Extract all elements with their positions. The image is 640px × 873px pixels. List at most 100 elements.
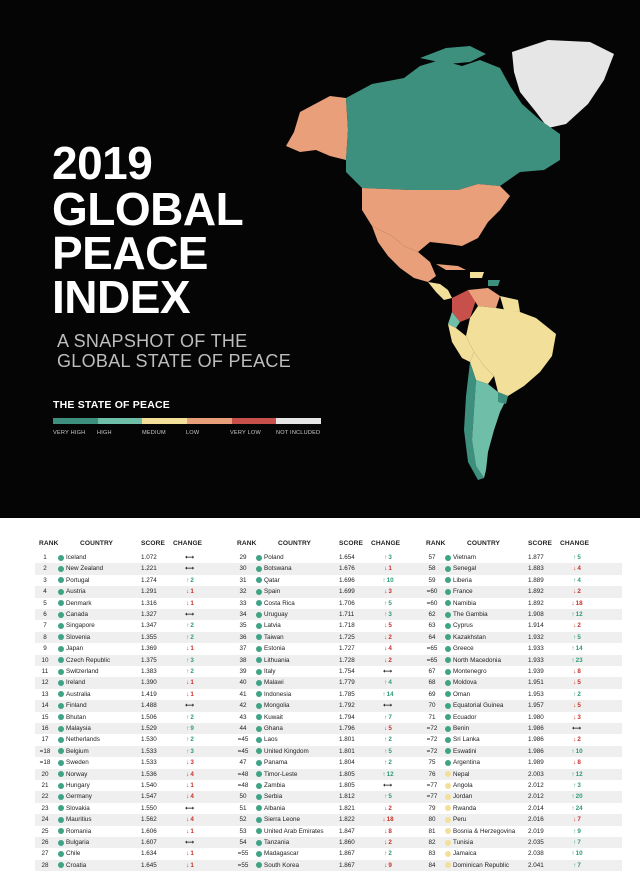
- peace-level-dot: [256, 828, 262, 835]
- row-rank: 37: [239, 645, 247, 653]
- peace-level-dot: [256, 691, 262, 698]
- map-peru: [448, 324, 474, 362]
- table-row: =65 Greece 1.933 ↑14: [422, 643, 622, 654]
- row-change: ↓8: [374, 828, 402, 835]
- table-row: 6 Canada 1.327 ⟷: [35, 609, 235, 621]
- table-row: =60 France 1.892 ↓2: [422, 586, 622, 598]
- row-rank: =72: [426, 736, 438, 744]
- change-amount: 5: [577, 702, 581, 710]
- arrow-up-icon: ↑: [384, 554, 388, 561]
- arrow-up-icon: ↑: [384, 736, 388, 744]
- row-score: 1.221: [141, 565, 157, 573]
- peace-level-dot: [58, 588, 64, 595]
- row-rank: 84: [428, 861, 436, 869]
- row-score: 1.540: [141, 782, 157, 789]
- change-amount: 2: [190, 736, 194, 744]
- table-row: 10 Czech Republic 1.375 ↑3: [35, 654, 235, 666]
- table-row: =72 Sri Lanka 1.986 ↓2: [422, 734, 622, 745]
- row-change: ↑3: [176, 748, 204, 755]
- table-row: 32 Spain 1.699 ↓3: [233, 586, 433, 598]
- table-row: 41 Indonesia 1.785 ↑14: [233, 689, 433, 700]
- arrow-up-icon: ↑: [186, 668, 190, 675]
- change-amount: 10: [575, 747, 583, 755]
- row-rank: 67: [428, 668, 436, 675]
- table-row: 40 Malawi 1.779 ↑4: [233, 677, 433, 689]
- row-score: 1.953: [528, 690, 544, 698]
- row-change: ⟷: [176, 611, 204, 618]
- row-rank: 12: [41, 679, 49, 687]
- row-country: Jamaica: [453, 850, 477, 858]
- map-usa: [362, 184, 510, 252]
- arrow-up-icon: ↑: [384, 850, 388, 858]
- arrow-down-icon: ↓: [384, 725, 388, 732]
- table-row: 81 Bosnia & Herzegovina 2.019 ↑9: [422, 826, 622, 837]
- row-country: Portugal: [66, 576, 90, 584]
- row-change: ↓4: [374, 645, 402, 652]
- peace-level-dot: [445, 577, 451, 584]
- change-amount: 5: [577, 554, 581, 561]
- map-brazil: [466, 306, 556, 396]
- row-change: ↓5: [563, 702, 591, 709]
- change-amount: 5: [577, 633, 581, 641]
- title-year: 2019: [52, 137, 153, 189]
- row-score: 2.041: [528, 861, 544, 869]
- peace-level-dot: [256, 862, 262, 869]
- arrow-up-icon: ↑: [573, 690, 577, 698]
- change-amount: 1: [190, 850, 194, 858]
- change-amount: 1: [190, 690, 194, 698]
- row-score: 1.711: [339, 611, 355, 618]
- row-country: Jordan: [453, 793, 473, 801]
- row-change: ↓8: [563, 759, 591, 766]
- peace-level-dot: [256, 725, 262, 732]
- table-row: 54 Tanzania 1.860 ↓2: [233, 837, 433, 849]
- row-score: 1.390: [141, 679, 157, 687]
- row-change: ↑7: [563, 862, 591, 869]
- arrow-left-right-icon: ⟷: [382, 668, 393, 675]
- arrow-up-icon: ↑: [571, 793, 575, 801]
- table-row: 38 Lithuania 1.728 ↓2: [233, 654, 433, 666]
- arrow-up-icon: ↑: [571, 611, 575, 618]
- change-amount: 14: [575, 645, 583, 653]
- row-country: Taiwan: [264, 633, 284, 641]
- change-amount: 9: [388, 861, 392, 869]
- row-change: ↑2: [176, 634, 204, 641]
- table-row: 31 Qatar 1.696 ↑10: [233, 575, 433, 586]
- row-rank: =65: [426, 645, 438, 653]
- change-amount: 7: [577, 839, 581, 846]
- row-change: ↓1: [176, 645, 204, 652]
- row-score: 1.883: [528, 565, 544, 573]
- table-row: =60 Namibia 1.892 ↓18: [422, 598, 622, 609]
- row-score: 1.725: [339, 633, 355, 641]
- row-country: Madagascar: [264, 850, 299, 858]
- arrow-up-icon: ↑: [186, 747, 190, 755]
- table-row: 9 Japan 1.369 ↓1: [35, 643, 235, 654]
- row-rank: 10: [41, 656, 49, 664]
- arrow-left-right-icon: ⟷: [382, 782, 393, 789]
- peace-level-dot: [256, 805, 262, 812]
- row-rank: 59: [428, 576, 436, 584]
- row-rank: 6: [43, 611, 47, 618]
- peace-level-dot: [256, 748, 262, 755]
- row-rank: 58: [428, 565, 436, 573]
- row-rank: 26: [41, 839, 49, 846]
- row-score: 1.892: [528, 599, 544, 607]
- change-amount: 2: [190, 713, 194, 721]
- row-score: 1.867: [339, 861, 355, 869]
- legend-label-not-included: NOT INCLUDED: [276, 430, 321, 436]
- row-change: ↑2: [176, 714, 204, 721]
- header-score: SCORE: [141, 540, 165, 547]
- arrow-up-icon: ↑: [573, 782, 577, 789]
- row-rank: 43: [239, 713, 247, 721]
- row-change: ↑2: [176, 622, 204, 629]
- row-rank: =45: [237, 736, 249, 744]
- table-row: 16 Malaysia 1.529 ↑9: [35, 723, 235, 735]
- row-country: Tanzania: [264, 839, 290, 846]
- row-country: Bhutan: [66, 713, 86, 721]
- table-row: 63 Cyprus 1.914 ↓2: [422, 620, 622, 631]
- row-score: 2.016: [528, 816, 544, 824]
- peace-level-dot: [445, 657, 451, 664]
- arrow-down-icon: ↓: [384, 622, 388, 630]
- map-venezuela: [468, 288, 500, 308]
- table-row: 13 Australia 1.419 ↓1: [35, 689, 235, 700]
- row-change: ⟷: [374, 782, 402, 789]
